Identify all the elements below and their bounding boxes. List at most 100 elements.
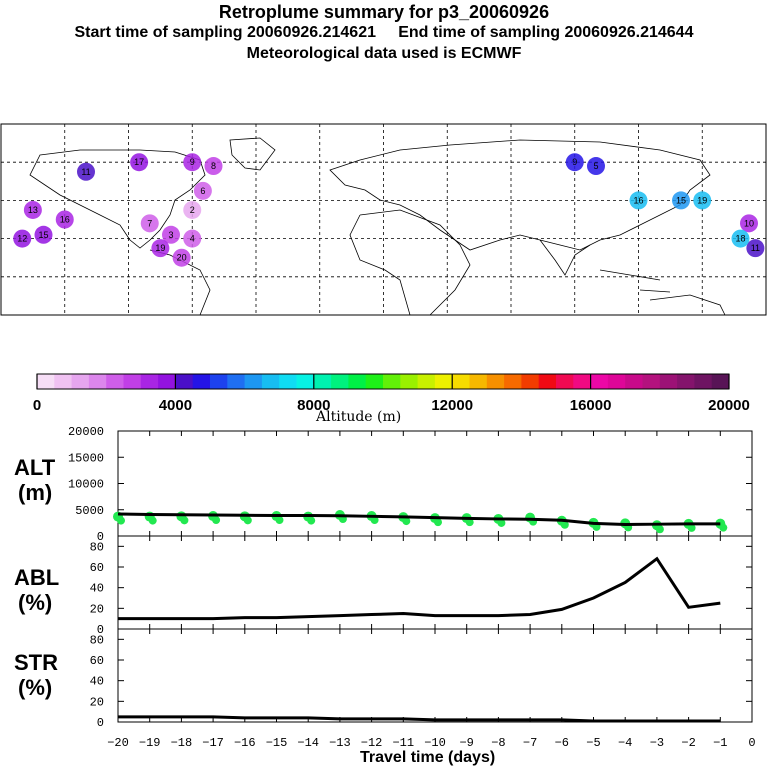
colorbar-swatch	[244, 374, 263, 389]
met-data-line: Meteorological data used is ECMWF	[246, 45, 522, 62]
colorbar-swatch	[538, 374, 557, 389]
plume-marker-label: 2	[190, 205, 195, 215]
plume-marker	[183, 200, 202, 219]
plume-marker	[204, 157, 223, 176]
colorbar-swatch	[469, 374, 488, 389]
y-tick-label: 40	[90, 582, 104, 596]
y-tick-label: 0	[97, 716, 104, 730]
plume-marker	[77, 162, 95, 181]
colorbar-tick-label: 12000	[431, 397, 473, 414]
plume-marker	[746, 239, 765, 258]
alt-label: ALT	[14, 455, 56, 480]
sampling-time-line: Start time of sampling 20060926.214621 E…	[74, 24, 694, 41]
y-tick-label: 40	[90, 675, 104, 689]
plume-marker-label: 11	[751, 243, 760, 253]
x-tick-label: −13	[329, 736, 351, 750]
x-tick-label: 0	[748, 736, 755, 750]
plume-marker	[565, 153, 584, 172]
y-tick-label: 20000	[68, 425, 104, 439]
plume-marker	[55, 210, 74, 229]
x-tick-label: −16	[234, 736, 256, 750]
plume-marker-label: 11	[81, 167, 90, 177]
coast-north-america	[29, 149, 206, 249]
colorbar-swatch	[556, 374, 574, 389]
colorbar-swatch	[365, 374, 384, 389]
y-tick-label: 60	[90, 654, 104, 668]
plume-marker-label: 4	[190, 234, 195, 244]
x-tick-label: −18	[171, 736, 193, 750]
colorbar-swatch	[54, 374, 73, 389]
plume-marker-label: 13	[28, 205, 38, 215]
colorbar-swatch	[607, 374, 626, 389]
colorbar-tick-label: 20000	[708, 397, 750, 414]
plume-marker	[693, 191, 712, 210]
colorbar-swatch	[711, 374, 730, 389]
colorbar-tick-label: 4000	[159, 397, 192, 414]
colorbar-swatch	[417, 374, 436, 389]
colorbar-swatch	[88, 374, 107, 389]
altitude-scatter-point	[117, 516, 125, 525]
colorbar-swatch	[573, 374, 592, 389]
plume-marker	[13, 229, 32, 248]
plume-marker-label: 8	[211, 161, 216, 171]
colorbar-swatch	[434, 374, 453, 389]
plume-marker-label: 19	[155, 243, 165, 253]
x-tick-label: −17	[202, 736, 224, 750]
coast-india	[539, 239, 591, 276]
plume-marker	[731, 229, 750, 248]
colorbar-swatch	[659, 374, 678, 389]
x-tick-label: −9	[459, 736, 473, 750]
x-tick-label: −1	[713, 736, 727, 750]
coast-australia	[649, 294, 726, 316]
altitude-scatter-point	[402, 517, 411, 526]
x-tick-label: −4	[618, 736, 632, 750]
colorbar-swatch	[227, 374, 246, 389]
colorbar-swatch	[642, 374, 661, 389]
colorbar-swatch	[348, 374, 367, 389]
coast-eurasia	[329, 139, 711, 251]
retroplume-points: 11 13 12 15 16 7 3 4 19 20 26 17 9 8 9 5 15 19 16 10 11 18	[13, 153, 765, 267]
colorbar-swatch	[504, 374, 522, 389]
altitude-scatter-point	[307, 516, 316, 525]
altitude-scatter-point	[275, 516, 284, 525]
x-axis-title: Travel time (days)	[360, 749, 496, 766]
colorbar-swatch	[210, 374, 228, 389]
colorbar-tick-label: 8000	[297, 397, 330, 414]
y-tick-label: 80	[90, 633, 104, 647]
x-tick-label: −5	[586, 736, 600, 750]
coast-indonesia	[599, 269, 671, 293]
x-tick-label: −15	[266, 736, 288, 750]
colorbar-swatch	[192, 374, 211, 389]
colorbar-swatch	[71, 374, 90, 389]
colorbar-swatch	[123, 374, 142, 389]
plume-marker-label: 9	[572, 157, 577, 167]
altitude-scatter-point	[370, 516, 379, 525]
y-tick-label: 0	[97, 623, 104, 637]
y-tick-label: 20	[90, 695, 104, 709]
str-label: STR	[14, 650, 58, 675]
plume-marker-label: 9	[190, 157, 195, 167]
y-tick-label: 0	[97, 530, 104, 544]
plume-marker	[130, 153, 149, 172]
alt-unit: (m)	[18, 480, 53, 505]
series-line	[118, 556, 721, 621]
colorbar-swatch	[175, 374, 194, 389]
colorbar-swatch	[140, 374, 159, 389]
series-line	[117, 512, 721, 526]
plume-marker-label: 15	[676, 195, 686, 205]
colorbar-swatch	[331, 374, 349, 389]
str-unit: (%)	[18, 675, 53, 700]
colorbar-swatch	[106, 374, 124, 389]
plume-marker-label: 5	[593, 161, 598, 171]
altitude-scatter-point	[180, 516, 189, 525]
plume-marker	[162, 225, 180, 244]
plume-marker	[23, 200, 42, 219]
plume-marker-label: 20	[177, 253, 187, 263]
plume-marker	[629, 191, 648, 210]
colorbar-swatch	[383, 374, 401, 389]
plume-marker-label: 12	[17, 234, 27, 244]
altitude-scatter-point	[655, 525, 664, 534]
plume-marker-label: 16	[633, 195, 643, 205]
colorbar-swatch	[296, 374, 315, 389]
altitude-scatter-point	[148, 516, 157, 525]
